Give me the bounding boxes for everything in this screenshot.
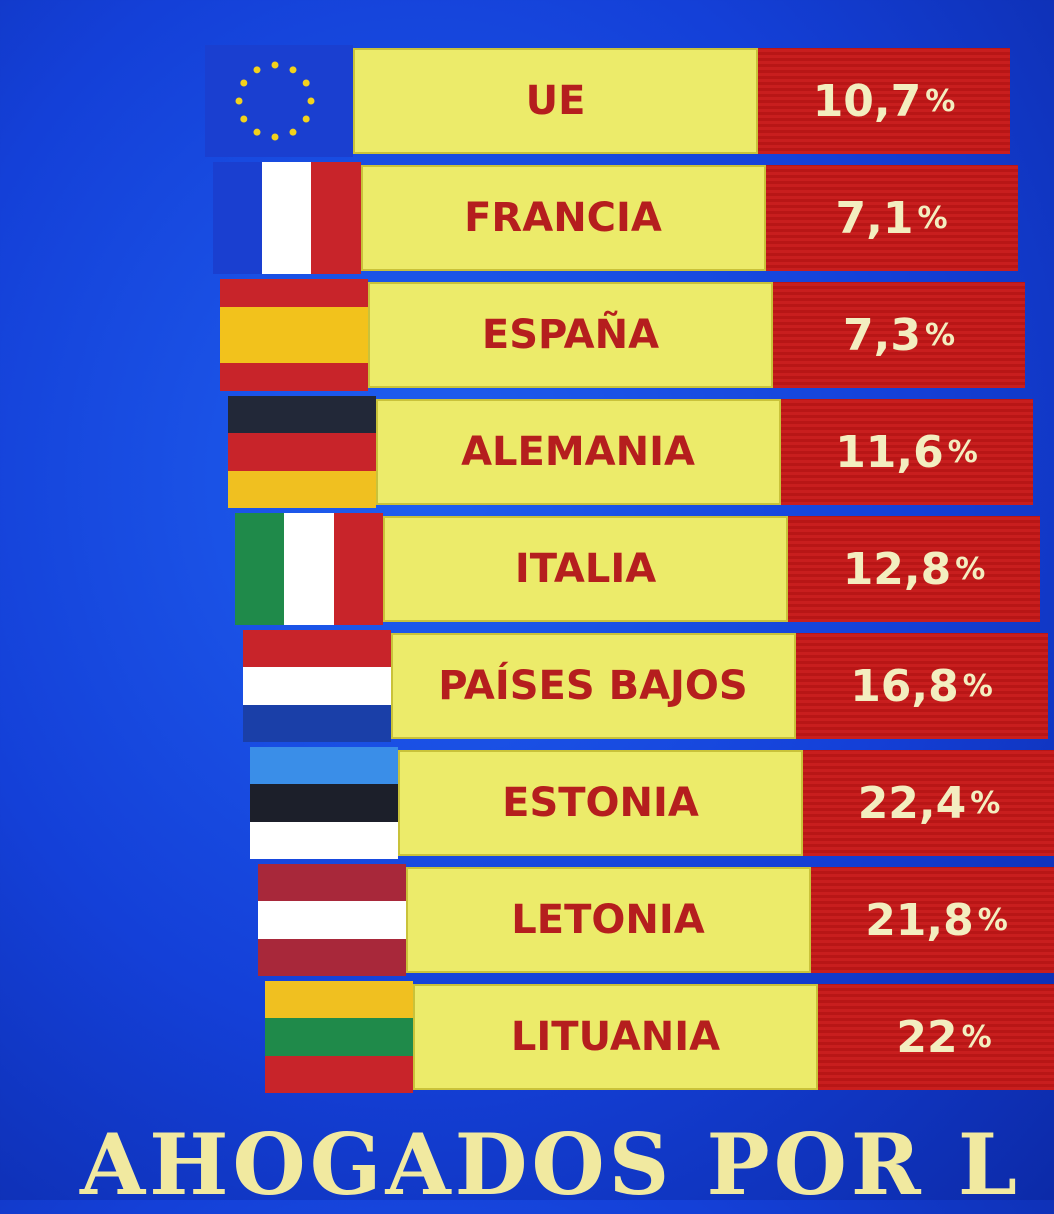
flag-stripe	[235, 513, 285, 625]
country-name: PAÍSES BAJOS	[391, 633, 796, 739]
flag-stripe	[258, 901, 406, 939]
percentage-unit: %	[962, 1020, 992, 1055]
percentage-value: 10,7	[813, 76, 922, 127]
star	[308, 98, 315, 105]
flag-stripe	[213, 162, 263, 274]
flag-stripe	[265, 1056, 413, 1093]
star	[272, 134, 279, 141]
star	[303, 80, 310, 87]
flag	[243, 630, 391, 742]
flag-stripe	[250, 784, 398, 822]
star	[290, 129, 297, 136]
flag	[265, 981, 413, 1093]
percentage-value: 22	[896, 1012, 957, 1063]
flag	[228, 396, 376, 508]
country-name: LITUANIA	[413, 984, 818, 1090]
percentage-cell: 22%	[818, 984, 1054, 1090]
flag	[235, 513, 383, 625]
country-name: LETONIA	[406, 867, 811, 973]
percentage-unit: %	[925, 318, 955, 353]
percentage-value: 21,8	[865, 895, 974, 946]
percentage-cell: 21,8%	[811, 867, 1054, 973]
percentage-cell: 7,3%	[773, 282, 1025, 388]
headline: AHOGADOS POR L	[80, 1115, 1021, 1214]
flag-stripe	[243, 630, 391, 668]
star	[290, 66, 297, 73]
flag-stripe	[250, 822, 398, 859]
percentage-unit: %	[948, 435, 978, 470]
flag-stripe	[265, 981, 413, 1019]
flag-stripe	[243, 667, 391, 705]
percentage-value: 16,8	[850, 661, 959, 712]
flag-stripe	[220, 279, 368, 308]
flag-stripe	[311, 162, 360, 274]
percentage-unit: %	[978, 903, 1008, 938]
flag-stripe	[220, 363, 368, 391]
country-name: UE	[353, 48, 758, 154]
flag	[220, 279, 368, 391]
star	[272, 62, 279, 69]
flag-stripe	[220, 307, 368, 336]
percentage-unit: %	[917, 201, 947, 236]
flag-stripe	[228, 396, 376, 434]
percentage-cell: 11,6%	[781, 399, 1033, 505]
percentage-cell: 22,4%	[803, 750, 1054, 856]
percentage-unit: %	[963, 669, 993, 704]
star	[254, 66, 261, 73]
star	[254, 129, 261, 136]
flag	[213, 162, 361, 274]
country-name: ESPAÑA	[368, 282, 773, 388]
country-name: ESTONIA	[398, 750, 803, 856]
star	[303, 116, 310, 123]
flag-stripe	[262, 162, 312, 274]
percentage-cell: 12,8%	[788, 516, 1040, 622]
flag	[258, 864, 406, 976]
flag-stripe	[228, 471, 376, 508]
percentage-unit: %	[955, 552, 985, 587]
flag	[205, 45, 353, 157]
percentage-value: 7,1	[835, 193, 913, 244]
percentage-value: 22,4	[858, 778, 967, 829]
flag-stripe	[243, 705, 391, 742]
eu-stars	[205, 45, 353, 157]
flag-stripe	[250, 747, 398, 785]
percentage-value: 11,6	[835, 427, 944, 478]
percentage-unit: %	[925, 84, 955, 119]
star	[240, 80, 247, 87]
star	[236, 98, 243, 105]
flag-stripe	[258, 864, 406, 902]
flag-stripe	[258, 939, 406, 976]
percentage-value: 7,3	[843, 310, 921, 361]
flag-stripe	[228, 433, 376, 471]
flag-stripe	[284, 513, 334, 625]
star	[240, 116, 247, 123]
flag	[250, 747, 398, 859]
percentage-value: 12,8	[843, 544, 952, 595]
flag-stripe	[220, 335, 368, 364]
country-name: FRANCIA	[361, 165, 766, 271]
percentage-unit: %	[970, 786, 1000, 821]
percentage-cell: 10,7%	[758, 48, 1010, 154]
country-name: ALEMANIA	[376, 399, 781, 505]
flag-stripe	[265, 1018, 413, 1056]
percentage-cell: 7,1%	[766, 165, 1018, 271]
percentage-cell: 16,8%	[796, 633, 1048, 739]
country-name: ITALIA	[383, 516, 788, 622]
flag-stripe	[334, 513, 383, 625]
